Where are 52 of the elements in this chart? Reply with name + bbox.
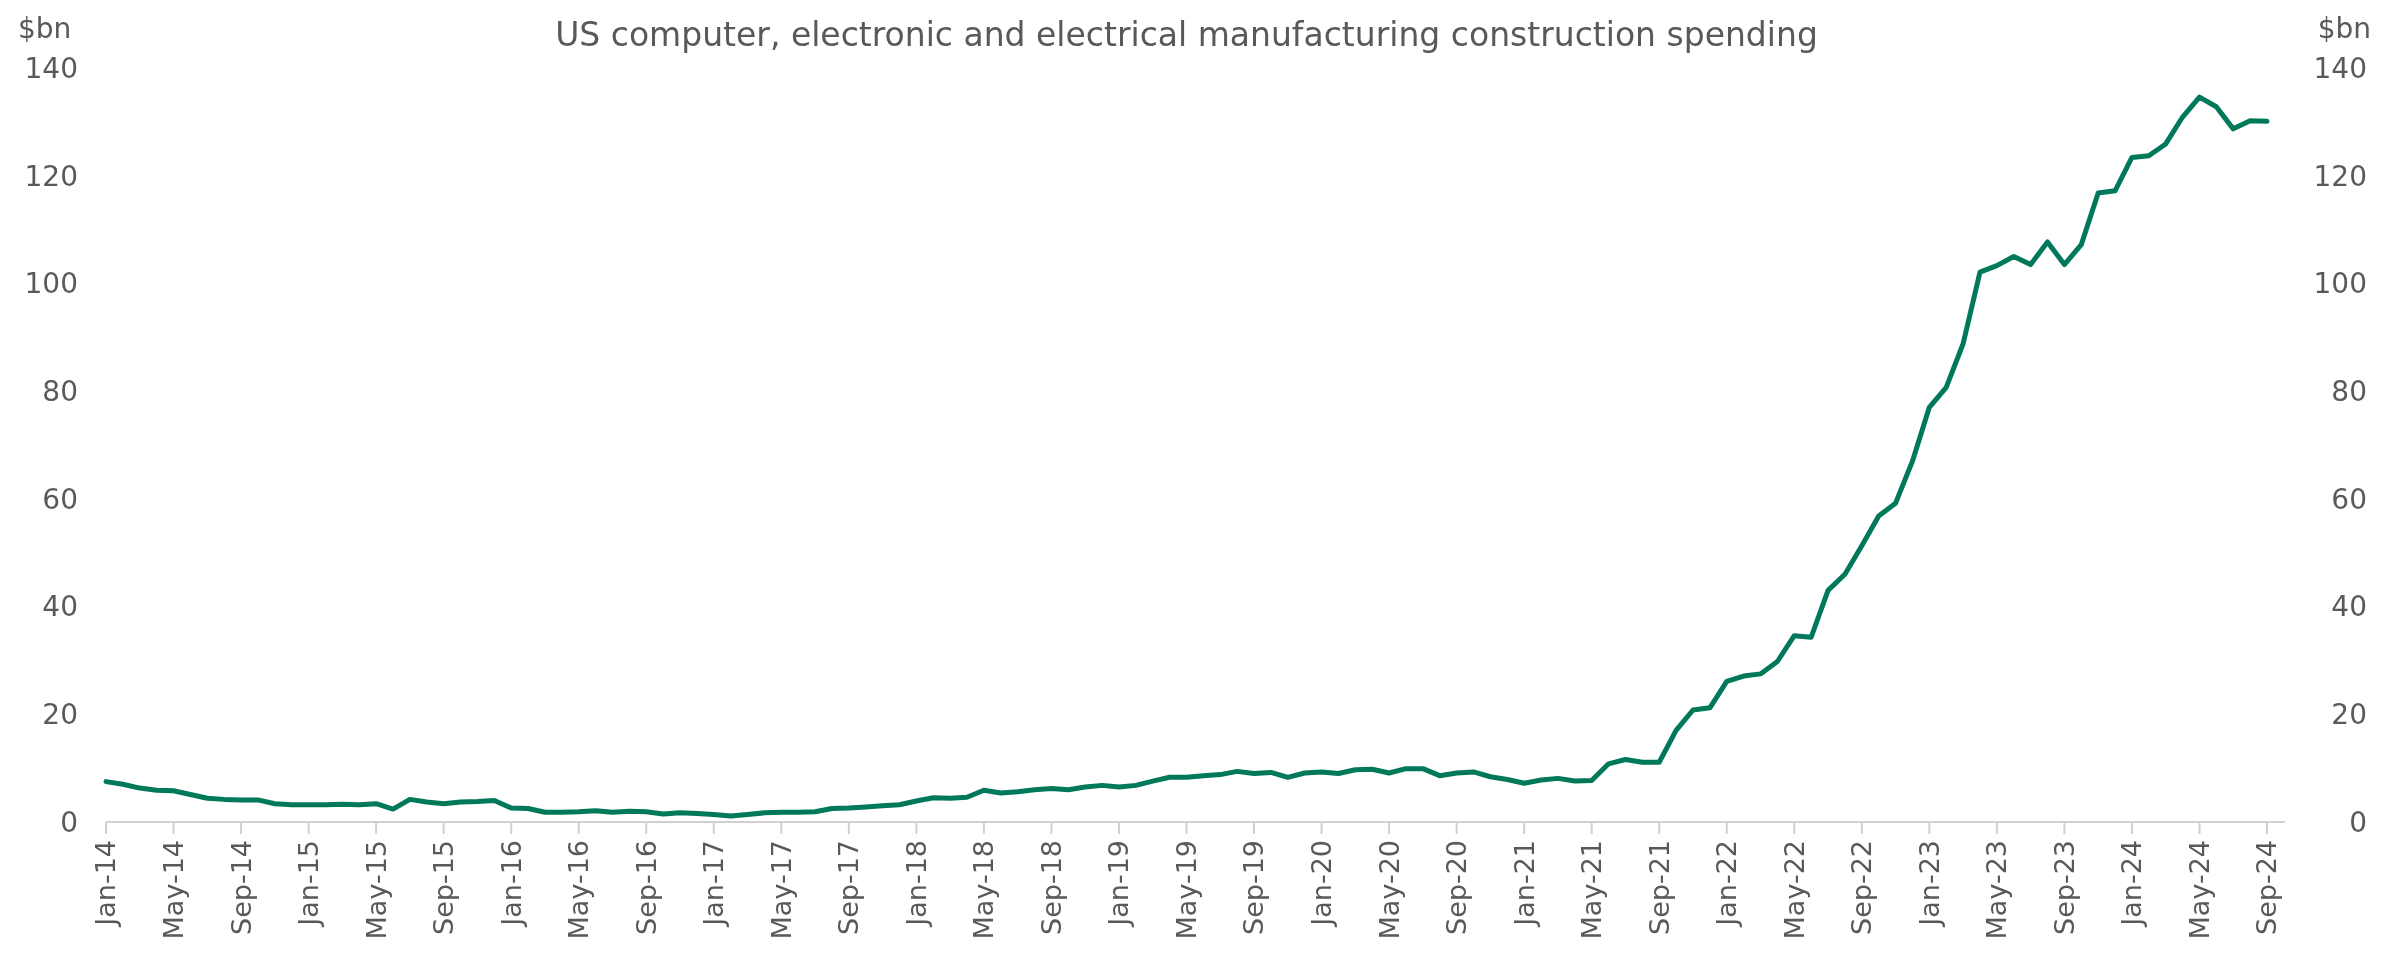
chart-title: US computer, electronic and electrical manufacturing construction spending xyxy=(555,15,1818,54)
x-tick-label: Jan-23 xyxy=(1913,840,1945,928)
x-tick-label: Jan-22 xyxy=(1711,840,1743,928)
x-tick-label: May-22 xyxy=(1778,840,1810,940)
x-tick-label: May-24 xyxy=(2183,840,2215,940)
x-tick-label: Jan-20 xyxy=(1306,840,1338,928)
y-tick-label: 0 xyxy=(60,805,78,839)
x-tick-label: Sep-22 xyxy=(1846,840,1878,935)
y-tick-label: 120 xyxy=(24,159,78,193)
x-tick-label: Sep-19 xyxy=(1238,840,1270,935)
x-tick-label: Jan-24 xyxy=(2116,840,2148,928)
x-tick-label: May-17 xyxy=(765,840,797,940)
y-tick-label: 80 xyxy=(42,374,78,408)
y-tick-label: 20 xyxy=(42,698,78,732)
x-tick-label: Sep-15 xyxy=(428,840,460,935)
x-tick-label: Sep-21 xyxy=(1643,840,1675,935)
y2-tick-label: 40 xyxy=(2331,590,2367,624)
y2-tick-label: 140 xyxy=(2313,51,2367,85)
x-tick-label: May-20 xyxy=(1373,840,1405,940)
y2-tick-label: 60 xyxy=(2331,482,2367,516)
x-tick-label: Jan-19 xyxy=(1103,840,1135,928)
x-tick-label: Jan-18 xyxy=(900,840,932,928)
x-tick-label: Sep-23 xyxy=(2048,840,2080,935)
x-tick-label: May-23 xyxy=(1981,840,2013,940)
y2-tick-label: 100 xyxy=(2313,267,2367,301)
x-tick-label: Sep-14 xyxy=(225,840,257,935)
x-tick-label: Sep-16 xyxy=(630,840,662,935)
x-tick-label: Jan-15 xyxy=(293,840,325,928)
x-tick-label: May-14 xyxy=(157,840,189,940)
x-tick-label: Sep-24 xyxy=(2251,840,2283,935)
y2-tick-label: 20 xyxy=(2331,698,2367,732)
y-tick-label: 100 xyxy=(24,267,78,301)
y-tick-label: 140 xyxy=(24,51,78,85)
y-tick-label: 60 xyxy=(42,482,78,516)
y2-axis-title: $bn xyxy=(2317,12,2371,45)
y2-tick-label: 80 xyxy=(2331,374,2367,408)
y-tick-label: 40 xyxy=(42,590,78,624)
x-tick-label: Jan-14 xyxy=(90,840,122,928)
x-tick-label: May-15 xyxy=(360,840,392,940)
x-tick-label: Sep-17 xyxy=(833,840,865,935)
x-tick-label: Sep-18 xyxy=(1035,840,1067,935)
x-tick-label: Sep-20 xyxy=(1441,840,1473,935)
x-tick-label: May-16 xyxy=(563,840,595,940)
y-axis-title: $bn xyxy=(18,12,72,45)
x-tick-label: May-18 xyxy=(968,840,1000,940)
y2-tick-label: 0 xyxy=(2349,805,2367,839)
x-tick-label: Jan-21 xyxy=(1508,840,1540,928)
x-tick-label: Jan-17 xyxy=(698,840,730,928)
y2-tick-label: 120 xyxy=(2313,159,2367,193)
x-tick-label: Jan-16 xyxy=(495,840,527,928)
x-tick-label: May-21 xyxy=(1576,840,1608,940)
x-tick-label: May-19 xyxy=(1170,840,1202,940)
